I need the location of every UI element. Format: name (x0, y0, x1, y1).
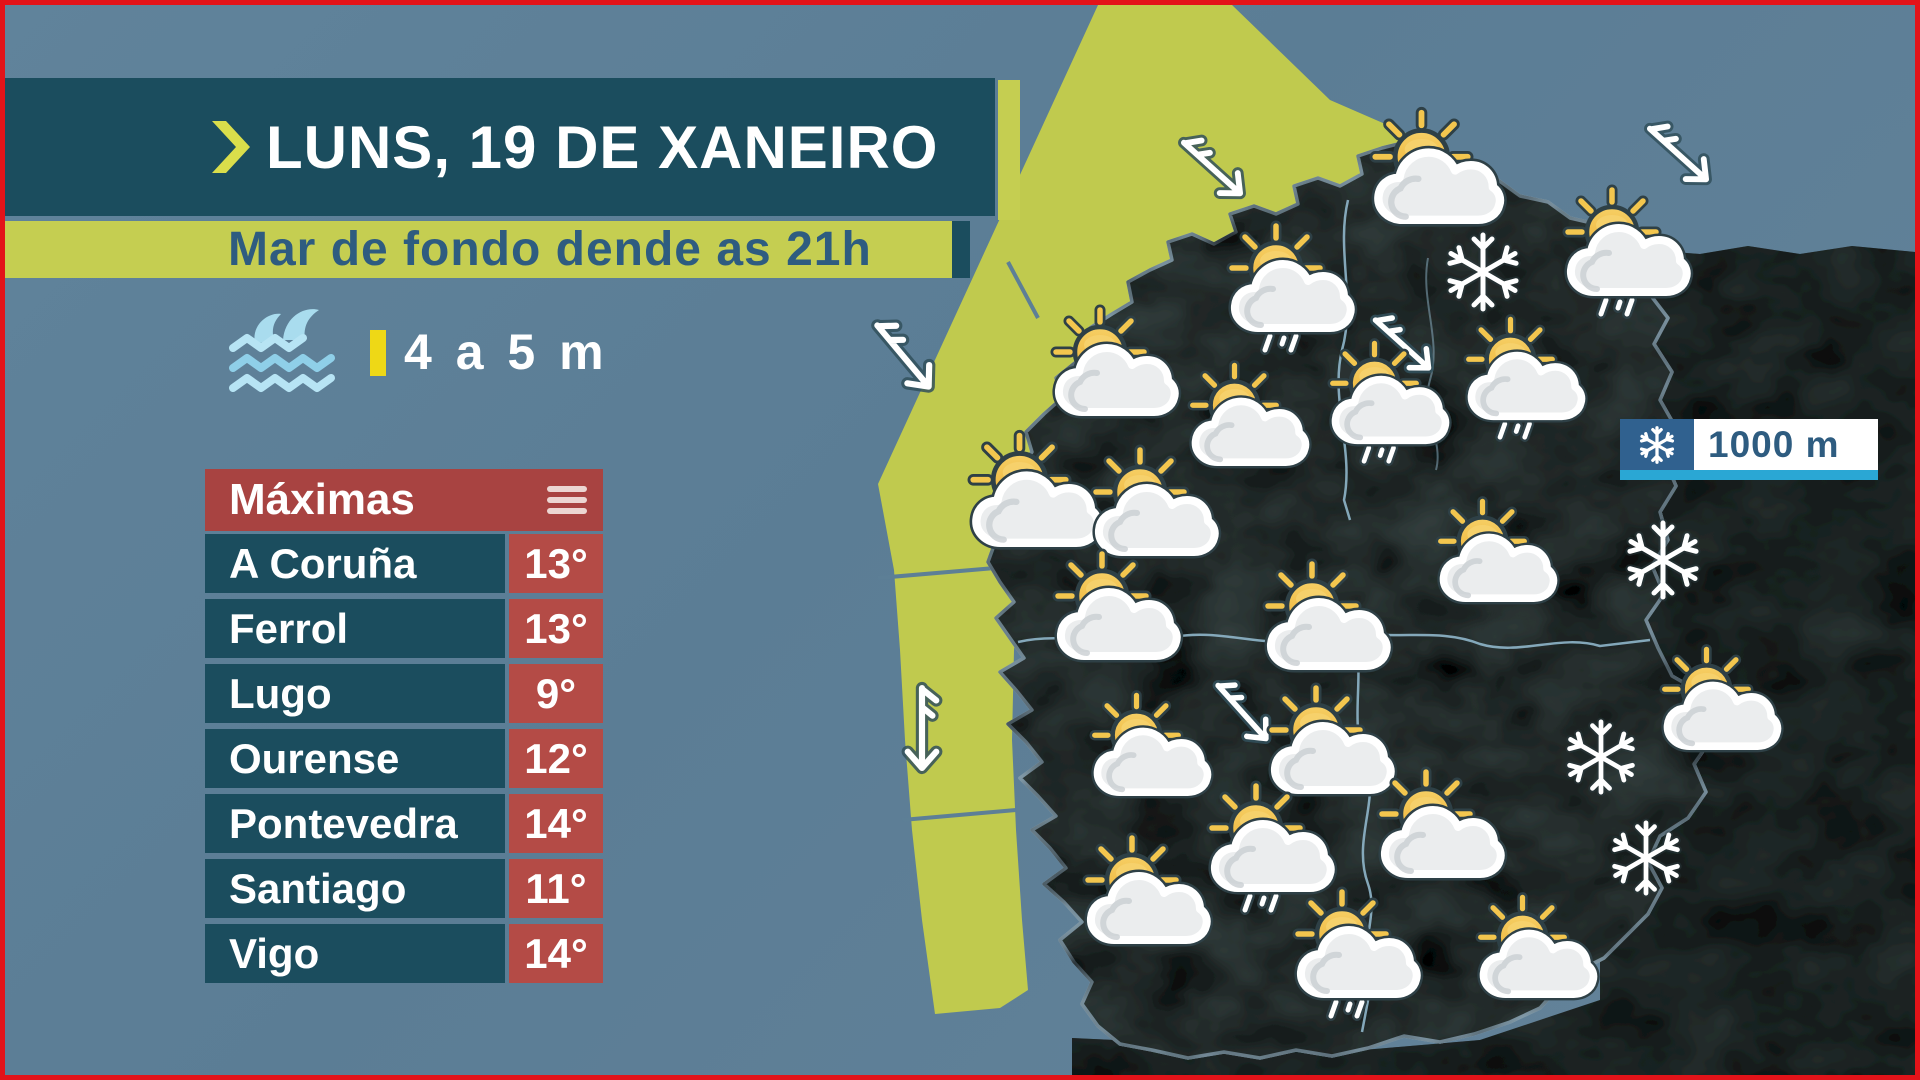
accent-bar (998, 80, 1020, 220)
city-name: Vigo (205, 924, 505, 983)
sun-cloud-rain-icon (1568, 190, 1687, 314)
wind-arrow-icon (1641, 119, 1715, 190)
table-title: Máximas (229, 475, 415, 524)
city-temp: 14° (509, 794, 603, 853)
city-temp: 14° (509, 924, 603, 983)
table-row: Ferrol 13° (205, 599, 603, 658)
snowflake-icon (1620, 419, 1694, 470)
snow-level-label: 1000 m (1620, 419, 1878, 480)
max-temps-table: Máximas A Coruña 13° Ferrol 13° Lugo 9° … (205, 469, 603, 989)
chevron-right-icon (212, 121, 250, 173)
table-row: Vigo 14° (205, 924, 603, 983)
wind-arrow-icon (866, 316, 939, 395)
city-temp: 9° (509, 664, 603, 723)
table-row: Ourense 12° (205, 729, 603, 788)
table-row: Pontevedra 14° (205, 794, 603, 853)
city-name: A Coruña (205, 534, 505, 593)
table-header: Máximas (205, 469, 603, 531)
city-name: Santiago (205, 859, 505, 918)
swell-value: 4 a 5 m (404, 324, 609, 380)
city-name: Ferrol (205, 599, 505, 658)
date-banner: LUNS, 19 DE XANEIRO (5, 78, 995, 216)
table-row: Lugo 9° (205, 664, 603, 723)
city-name: Ourense (205, 729, 505, 788)
city-temp: 11° (509, 859, 603, 918)
swell-info: 4 a 5 m (222, 300, 609, 400)
snow-level-underline (1620, 470, 1878, 480)
city-temp: 12° (509, 729, 603, 788)
city-temp: 13° (509, 534, 603, 593)
table-row: Santiago 11° (205, 859, 603, 918)
warning-text: Mar de fondo dende as 21h (228, 223, 872, 276)
warning-banner-step (952, 221, 970, 278)
waves-icon (229, 309, 335, 392)
swell-tick (370, 330, 386, 376)
city-temp: 13° (509, 599, 603, 658)
table-row: A Coruña 13° (205, 534, 603, 593)
city-name: Pontevedra (205, 794, 505, 853)
warning-banner: Mar de fondo dende as 21h (5, 221, 952, 278)
hamburger-icon (547, 486, 587, 514)
snow-level-value: 1000 m (1694, 419, 1878, 470)
date-title: LUNS, 19 DE XANEIRO (266, 113, 939, 181)
city-name: Lugo (205, 664, 505, 723)
